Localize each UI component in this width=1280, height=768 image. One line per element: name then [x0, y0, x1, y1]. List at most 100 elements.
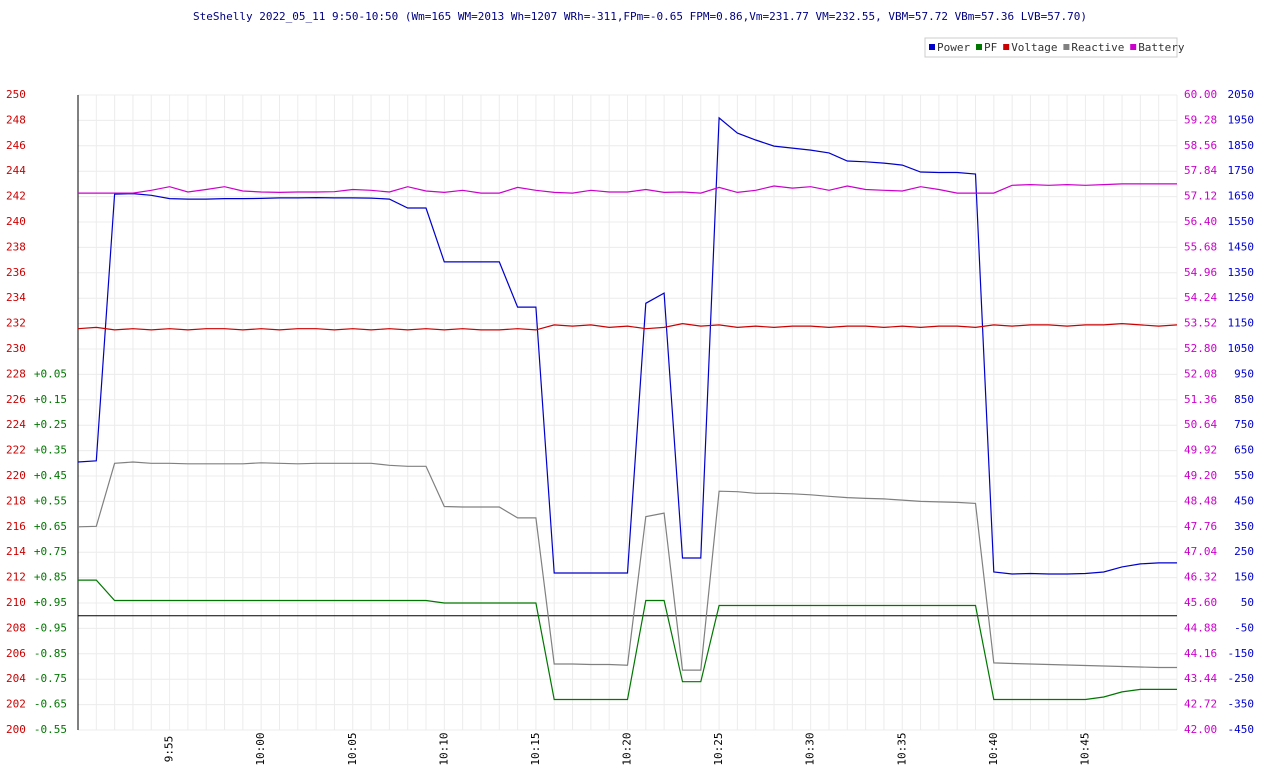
tick-label-y: 214: [6, 545, 26, 558]
tick-label-y: 238: [6, 240, 26, 253]
tick-label-y2: 56.40: [1184, 215, 1217, 228]
legend-label: PF: [984, 41, 997, 54]
tick-label-y3: 50: [1241, 596, 1254, 609]
tick-label-y3: 250: [1234, 545, 1254, 558]
tick-label-y: 248: [6, 113, 26, 126]
tick-label-y: 234: [6, 291, 26, 304]
legend-label: Voltage: [1011, 41, 1057, 54]
tick-label-y2: 57.12: [1184, 190, 1217, 203]
tick-label-y3: 550: [1234, 469, 1254, 482]
tick-label-y: 240: [6, 215, 26, 228]
x-tick-label: 10:35: [895, 732, 908, 765]
tick-label-y: 230: [6, 342, 26, 355]
tick-label-y3: -450: [1228, 723, 1255, 736]
series-line: [77, 322, 1178, 331]
tick-label-y3: -150: [1228, 647, 1255, 660]
legend-label: Power: [937, 41, 970, 54]
tick-label-y3: 850: [1234, 393, 1254, 406]
tick-label-y3: 1450: [1228, 240, 1255, 253]
tick-label-y2: 53.52: [1184, 317, 1217, 330]
tick-label-y: 220: [6, 469, 26, 482]
tick-label-y: 200: [6, 723, 26, 736]
legend-swatch: [1130, 44, 1137, 50]
tick-label-y2: 42.00: [1184, 723, 1217, 736]
tick-label-y2: 60.00: [1184, 88, 1217, 101]
tick-label-y: 228: [6, 367, 26, 380]
tick-label-y3: 1950: [1228, 113, 1255, 126]
tick-label-y3: 750: [1234, 418, 1254, 431]
tick-label-y2: 45.60: [1184, 596, 1217, 609]
tick-label-y3: 150: [1234, 571, 1254, 584]
tick-label-y2: 51.36: [1184, 393, 1217, 406]
x-tick-label: 10:25: [712, 732, 725, 765]
tick-label-y3: -250: [1228, 672, 1255, 685]
tick-label-y2: 47.04: [1184, 545, 1217, 558]
tick-label-y3: 1250: [1228, 291, 1255, 304]
tick-label-y: 250: [6, 88, 26, 101]
tick-label-y: 210: [6, 596, 26, 609]
tick-label-y: 226: [6, 393, 26, 406]
legend-label: Reactive: [1071, 41, 1124, 54]
tick-label-y: 232: [6, 317, 26, 330]
tick-label-y: 202: [6, 698, 26, 711]
tick-label-y2: 44.88: [1184, 621, 1217, 634]
tick-label-y2: 49.92: [1184, 444, 1217, 457]
tick-label-y: 236: [6, 266, 26, 279]
tick-label-y2: 49.20: [1184, 469, 1217, 482]
tick-label-pf: -0.85: [34, 647, 67, 660]
tick-label-y2: 58.56: [1184, 139, 1217, 152]
x-tick-label: 10:00: [254, 732, 267, 765]
tick-label-pf: +0.05: [34, 367, 67, 380]
tick-label-y2: 42.72: [1184, 698, 1217, 711]
series-line: [78, 183, 1177, 194]
tick-label-y3: 450: [1234, 494, 1254, 507]
tick-label-y: 206: [6, 647, 26, 660]
tick-label-y2: 59.28: [1184, 113, 1217, 126]
tick-label-y2: 50.64: [1184, 418, 1217, 431]
tick-label-pf: +0.95: [34, 596, 67, 609]
x-tick-label: 10:15: [529, 732, 542, 765]
tick-label-pf: +0.45: [34, 469, 67, 482]
tick-label-pf: +0.35: [34, 444, 67, 457]
chart-title: SteShelly 2022_05_11 9:50-10:50 (Wm=165 …: [193, 10, 1087, 23]
tick-label-y3: 350: [1234, 520, 1254, 533]
tick-label-y2: 47.76: [1184, 520, 1217, 533]
series-line: [77, 116, 1177, 575]
tick-label-y: 212: [6, 571, 26, 584]
tick-label-y2: 54.96: [1184, 266, 1217, 279]
tick-label-y2: 52.08: [1184, 367, 1217, 380]
tick-label-pf: +0.55: [34, 494, 67, 507]
tick-label-y: 222: [6, 444, 26, 457]
x-tick-label: 10:05: [346, 732, 359, 765]
tick-label-pf: +0.25: [34, 418, 67, 431]
legend-swatch: [1063, 44, 1070, 50]
x-tick-label: 10:20: [621, 732, 634, 765]
series-line: [77, 461, 1177, 671]
tick-label-pf: -0.75: [34, 672, 67, 685]
x-tick-label: 10:40: [987, 732, 1000, 765]
tick-label-pf: +0.15: [34, 393, 67, 406]
tick-label-pf: +0.75: [34, 545, 67, 558]
tick-label-pf: +0.65: [34, 520, 67, 533]
tick-label-y: 246: [6, 139, 26, 152]
tick-label-y3: 950: [1234, 367, 1254, 380]
tick-label-y3: -50: [1234, 621, 1254, 634]
tick-label-y2: 43.44: [1184, 672, 1217, 685]
tick-label-y2: 54.24: [1184, 291, 1217, 304]
x-tick-label: 10:45: [1078, 732, 1091, 765]
tick-label-y: 216: [6, 520, 26, 533]
tick-label-y3: 1050: [1228, 342, 1255, 355]
tick-label-y: 204: [6, 672, 26, 685]
tick-label-pf: -0.65: [34, 698, 67, 711]
legend-swatch: [929, 44, 935, 50]
tick-label-y3: 1750: [1228, 164, 1255, 177]
tick-label-y2: 48.48: [1184, 494, 1217, 507]
tick-label-y2: 52.80: [1184, 342, 1217, 355]
tick-label-y: 208: [6, 621, 26, 634]
tick-label-y3: 1850: [1228, 139, 1255, 152]
legend-label: Battery: [1138, 41, 1185, 54]
x-tick-label: 10:10: [437, 732, 450, 765]
tick-label-y: 218: [6, 494, 26, 507]
